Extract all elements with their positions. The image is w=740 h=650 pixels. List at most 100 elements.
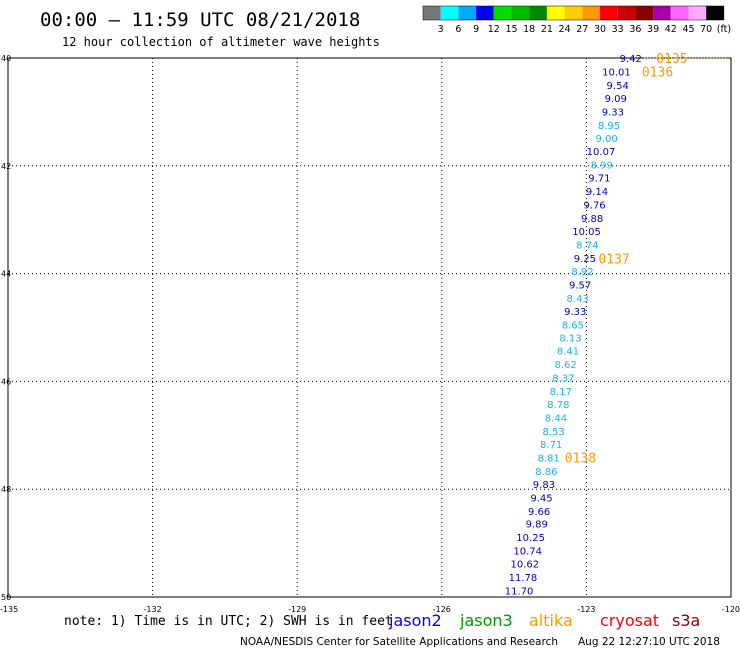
scale-label: 36 <box>629 24 641 35</box>
scale-swatch <box>670 6 689 20</box>
pass-time-label: 0135 <box>656 52 687 67</box>
scale-label: 12 <box>488 24 500 35</box>
wave-height-label: 10.01 <box>602 67 631 78</box>
scale-swatch <box>423 6 441 20</box>
longitude-label: -120 <box>722 605 740 614</box>
scale-label: (ft) <box>717 24 731 35</box>
scale-label: 9 <box>473 24 479 35</box>
scale-label: 42 <box>665 24 677 35</box>
pass-time-label: 0138 <box>565 451 596 466</box>
scale-label: 21 <box>541 24 553 35</box>
wave-height-label: 9.54 <box>607 81 629 92</box>
wave-height-label: 8.62 <box>554 360 576 371</box>
wave-height-label: 10.25 <box>516 533 545 544</box>
wave-height-points: 9.42 10.01 9.54 9.09 9.33 8.95 9.00 10.07 8.99 9.… <box>505 54 642 598</box>
longitude-label: -123 <box>577 605 595 614</box>
wave-height-label: 9.33 <box>564 307 586 318</box>
pass-time-label: 0137 <box>598 253 629 268</box>
scale-label: 27 <box>576 24 588 35</box>
scale-label: 24 <box>559 24 571 35</box>
longitude-labels: -135 -132 -129 -126 -123 -120 <box>0 605 740 614</box>
scale-swatch <box>617 6 636 20</box>
satellite-s3a-label: s3a <box>672 611 700 630</box>
scale-swatch <box>458 6 477 20</box>
latitude-labels: 40 42 44 46 48 50 <box>1 54 11 602</box>
wave-height-label: 11.70 <box>505 587 534 598</box>
scale-swatch <box>600 6 618 20</box>
scale-swatch <box>476 6 494 20</box>
satellite-jason3-label: jason3 <box>459 611 513 630</box>
wave-height-label: 8.41 <box>557 347 579 358</box>
wave-height-label: 8.95 <box>598 121 620 132</box>
wave-height-label: 10.05 <box>572 227 601 238</box>
wave-height-label: 9.45 <box>530 493 552 504</box>
satellite-legend: jason2 jason3 altika cryosat s3a <box>388 611 700 630</box>
map-subtitle: 12 hour collection of altimeter wave hei… <box>62 35 380 49</box>
wave-height-label: 8.74 <box>576 240 598 251</box>
wave-height-label: 8.44 <box>545 414 567 425</box>
satellite-jason2-label: jason2 <box>388 611 442 630</box>
latitude-label: 44 <box>1 270 11 279</box>
wave-height-label: 9.89 <box>526 520 548 531</box>
longitude-label: -135 <box>0 605 18 614</box>
footer-credit: NOAA/NESDIS Center for Satellite Applica… <box>240 636 558 648</box>
scale-label: 33 <box>612 24 624 35</box>
satellite-altika-label: altika <box>529 611 573 630</box>
graticule <box>8 58 731 597</box>
wave-height-label: 8.81 <box>538 453 560 464</box>
scale-label: 15 <box>505 24 517 35</box>
wave-height-label: 8.17 <box>550 387 572 398</box>
wave-height-label: 9.00 <box>595 134 617 145</box>
scale-swatch <box>529 6 547 20</box>
scale-label: 3 <box>438 24 444 35</box>
wave-height-label: 9.83 <box>533 480 555 491</box>
scale-swatch <box>440 6 459 20</box>
wave-height-label: 8.78 <box>547 400 569 411</box>
latitude-label: 42 <box>1 162 11 171</box>
longitude-label: -126 <box>433 605 451 614</box>
scale-label: 70 <box>700 24 712 35</box>
latitude-label: 40 <box>1 54 11 63</box>
wave-height-label: 9.09 <box>605 94 627 105</box>
scale-swatch <box>706 6 724 20</box>
scale-label: 45 <box>682 24 694 35</box>
scale-swatch <box>653 6 671 20</box>
satellite-cryosat-label: cryosat <box>600 611 659 630</box>
wave-height-label: 8.99 <box>591 161 613 172</box>
map-title: 00:00 – 11:59 UTC 08/21/2018 <box>40 9 360 31</box>
wave-height-label: 8.43 <box>567 294 589 305</box>
wave-height-label: 11.78 <box>509 573 538 584</box>
footer-timestamp: Aug 22 12:27:10 UTC 2018 <box>578 636 720 648</box>
scale-swatch <box>635 6 654 20</box>
wave-height-label: 9.42 <box>620 54 642 65</box>
latitude-label: 50 <box>1 593 11 602</box>
latitude-label: 48 <box>1 485 11 494</box>
scale-swatch <box>564 6 583 20</box>
wave-height-label: 9.88 <box>581 214 603 225</box>
scale-border <box>422 5 725 21</box>
color-scale-legend: 3 6 9 12 15 18 21 24 27 30 33 36 39 42 45 70 (ft) <box>422 5 731 35</box>
wave-height-label: 10.62 <box>511 560 540 571</box>
wave-height-label: 10.74 <box>513 547 542 558</box>
scale-swatch <box>546 6 565 20</box>
longitude-label: -132 <box>144 605 162 614</box>
map-frame <box>7 57 732 598</box>
scale-label: 18 <box>523 24 535 35</box>
wave-height-label: 8.92 <box>571 267 593 278</box>
wave-height-label: 9.33 <box>602 107 624 118</box>
pass-time-label: 0136 <box>642 65 673 80</box>
wave-height-label: 9.57 <box>569 280 591 291</box>
wave-height-label: 9.14 <box>586 187 608 198</box>
scale-swatch <box>582 6 600 20</box>
longitude-label: -129 <box>288 605 306 614</box>
wave-height-label: 10.07 <box>587 147 616 158</box>
wave-height-label: 8.71 <box>540 440 562 451</box>
wave-height-label: 9.76 <box>583 201 605 212</box>
scale-swatch <box>493 6 512 20</box>
wave-height-label: 9.66 <box>528 507 550 518</box>
scale-label: 6 <box>455 24 461 35</box>
wave-height-label: 9.71 <box>588 174 610 185</box>
wave-height-label: 8.37 <box>552 374 574 385</box>
scale-swatch <box>511 6 530 20</box>
